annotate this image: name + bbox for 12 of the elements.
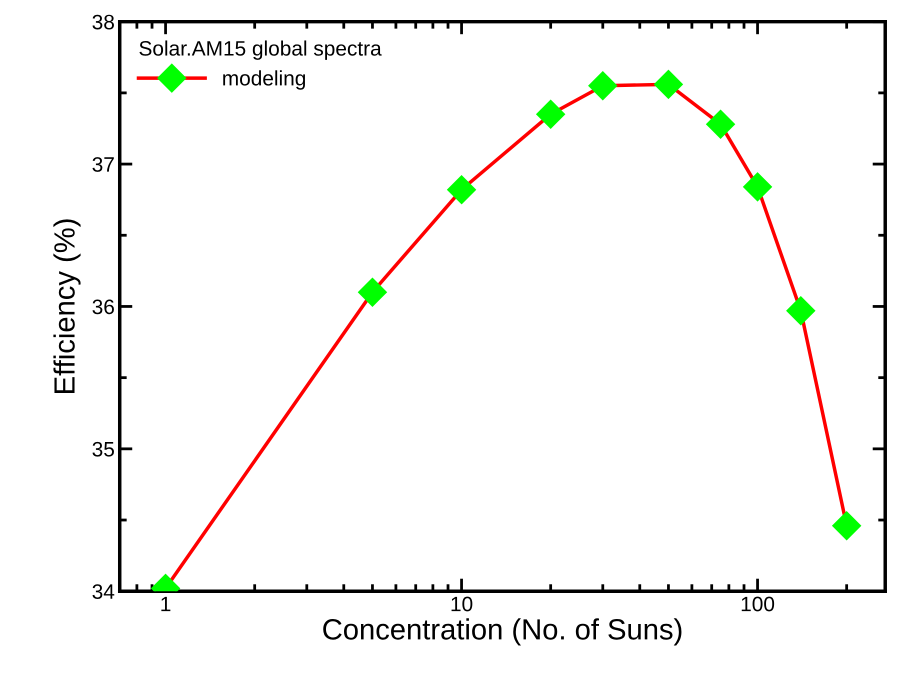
- y-tick-label: 36: [92, 299, 114, 314]
- x-tick-label: 10: [452, 596, 472, 612]
- y-tick-label: 38: [92, 14, 114, 30]
- x-tick-label: 1: [161, 596, 170, 612]
- y-tick-label: 37: [92, 157, 114, 172]
- x-axis-title: Concentration (No. of Suns): [323, 618, 682, 646]
- x-tick-label: 100: [742, 596, 774, 612]
- legend-title: Solar.AM15 global spectra: [139, 40, 382, 60]
- y-axis-title: Efficiency (%): [53, 219, 81, 393]
- y-tick-label: 34: [92, 584, 114, 599]
- y-tick-label: 35: [92, 442, 114, 457]
- legend-label: modeling: [223, 70, 306, 90]
